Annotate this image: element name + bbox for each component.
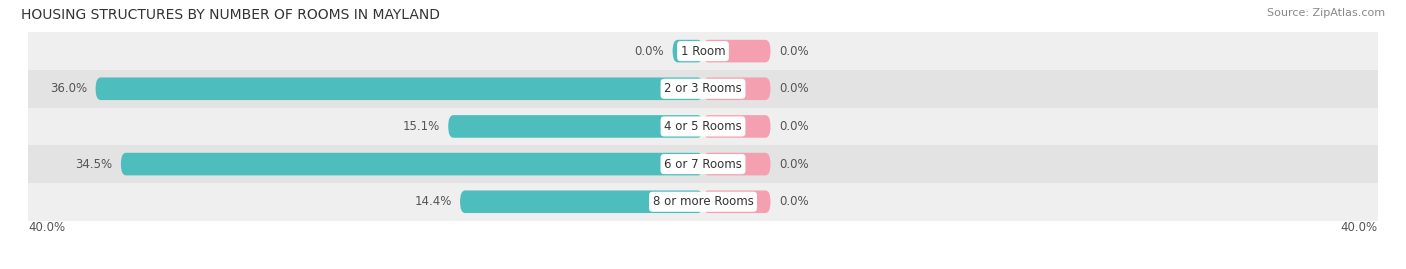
- FancyBboxPatch shape: [703, 115, 770, 138]
- Bar: [28, 183, 1378, 221]
- FancyBboxPatch shape: [672, 40, 703, 62]
- FancyBboxPatch shape: [449, 115, 703, 138]
- Text: 0.0%: 0.0%: [779, 82, 808, 95]
- FancyBboxPatch shape: [703, 40, 770, 62]
- FancyBboxPatch shape: [703, 77, 770, 100]
- FancyBboxPatch shape: [703, 190, 770, 213]
- Bar: [28, 108, 1378, 145]
- Text: 36.0%: 36.0%: [51, 82, 87, 95]
- Text: 4 or 5 Rooms: 4 or 5 Rooms: [664, 120, 742, 133]
- Text: 6 or 7 Rooms: 6 or 7 Rooms: [664, 158, 742, 171]
- Text: 2 or 3 Rooms: 2 or 3 Rooms: [664, 82, 742, 95]
- Text: 0.0%: 0.0%: [779, 195, 808, 208]
- Text: 34.5%: 34.5%: [76, 158, 112, 171]
- Text: HOUSING STRUCTURES BY NUMBER OF ROOMS IN MAYLAND: HOUSING STRUCTURES BY NUMBER OF ROOMS IN…: [21, 8, 440, 22]
- Text: 40.0%: 40.0%: [1341, 221, 1378, 234]
- Text: 1 Room: 1 Room: [681, 45, 725, 58]
- Text: 0.0%: 0.0%: [779, 120, 808, 133]
- FancyBboxPatch shape: [703, 153, 770, 175]
- Bar: [28, 145, 1378, 183]
- Text: 0.0%: 0.0%: [779, 45, 808, 58]
- FancyBboxPatch shape: [460, 190, 703, 213]
- Text: Source: ZipAtlas.com: Source: ZipAtlas.com: [1267, 8, 1385, 18]
- Bar: [28, 32, 1378, 70]
- Text: 40.0%: 40.0%: [28, 221, 65, 234]
- FancyBboxPatch shape: [121, 153, 703, 175]
- Text: 14.4%: 14.4%: [415, 195, 451, 208]
- Bar: [28, 70, 1378, 108]
- Text: 0.0%: 0.0%: [634, 45, 664, 58]
- FancyBboxPatch shape: [96, 77, 703, 100]
- Text: 0.0%: 0.0%: [779, 158, 808, 171]
- Text: 15.1%: 15.1%: [402, 120, 440, 133]
- Text: 8 or more Rooms: 8 or more Rooms: [652, 195, 754, 208]
